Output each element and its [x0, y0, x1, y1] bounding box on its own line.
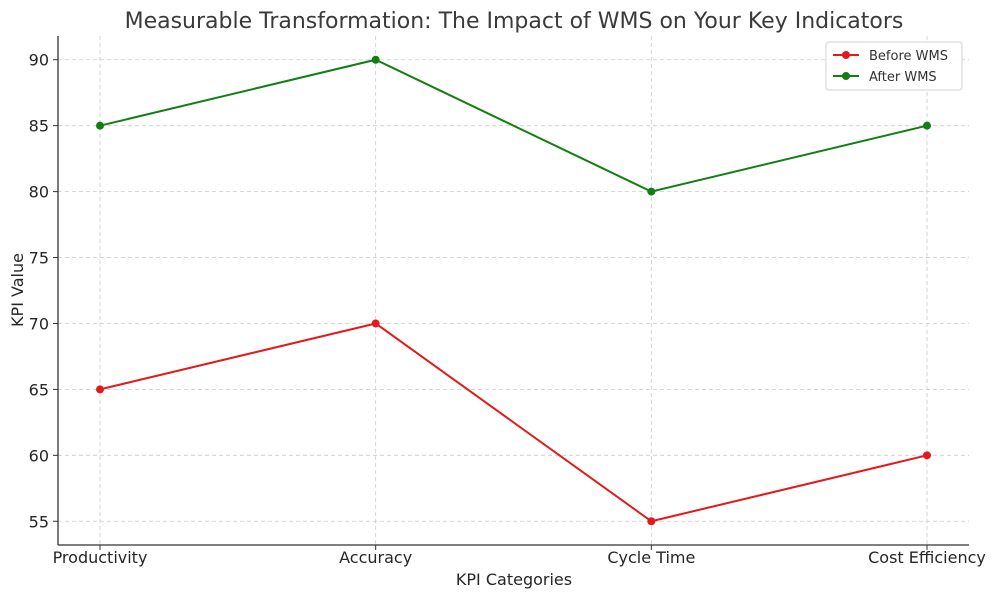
legend-label: After WMS [869, 70, 937, 85]
y-ticks: 55 60 65 70 75 80 85 90 [29, 51, 58, 531]
chart-title: Measurable Transformation: The Impact of… [125, 9, 904, 34]
data-point [923, 451, 931, 460]
legend-label: Before WMS [869, 49, 948, 64]
grid [58, 36, 969, 545]
y-tick-label: 55 [29, 512, 49, 531]
x-ticks: Productivity Accuracy Cycle Time Cost Effic… [53, 545, 986, 567]
y-tick-label: 75 [29, 249, 49, 268]
series-line [99, 322, 928, 523]
data-point [647, 517, 656, 526]
y-tick-label: 80 [29, 183, 49, 202]
data-point [371, 55, 380, 64]
y-tick-label: 90 [29, 51, 49, 70]
x-tick-label: Cost Efficiency [868, 548, 986, 567]
data-point [371, 319, 380, 328]
x-axis-label: KPI Categories [456, 570, 572, 589]
legend: Before WMS After WMS [825, 41, 963, 91]
legend-swatch-marker [842, 72, 850, 80]
y-tick-label: 65 [29, 380, 49, 399]
data-point [96, 121, 104, 130]
series-after-wms [96, 55, 931, 196]
series-before-wms [96, 319, 931, 526]
data-point [923, 121, 931, 130]
y-axis-label: KPI Value [8, 253, 27, 327]
axes [57, 36, 969, 546]
series-line [99, 58, 928, 193]
y-tick-label: 70 [29, 314, 49, 333]
legend-box [825, 41, 963, 91]
legend-item: Before WMS [833, 49, 948, 64]
x-tick-label: Productivity [53, 548, 148, 567]
y-tick-label: 85 [29, 117, 49, 136]
legend-item: After WMS [833, 70, 937, 85]
data-point [96, 385, 104, 394]
x-tick-label: Cycle Time [607, 548, 695, 567]
y-tick-label: 60 [29, 446, 49, 465]
data-point [647, 187, 656, 196]
x-tick-label: Accuracy [339, 548, 412, 567]
series [96, 55, 931, 526]
legend-swatch-marker [842, 51, 850, 59]
